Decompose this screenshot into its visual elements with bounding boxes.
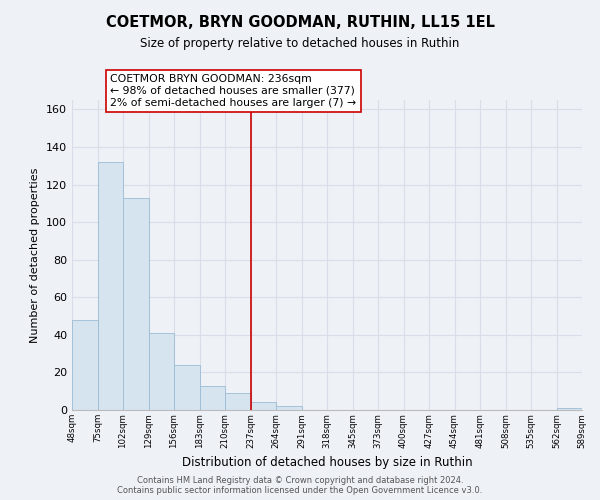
Text: COETMOR BRYN GOODMAN: 236sqm
← 98% of detached houses are smaller (377)
2% of se: COETMOR BRYN GOODMAN: 236sqm ← 98% of de… [110,74,356,108]
Bar [149,333,174,410]
Bar [557,408,582,410]
Bar [225,393,251,410]
Text: COETMOR, BRYN GOODMAN, RUTHIN, LL15 1EL: COETMOR, BRYN GOODMAN, RUTHIN, LL15 1EL [106,15,494,30]
Text: Contains HM Land Registry data © Crown copyright and database right 2024.
Contai: Contains HM Land Registry data © Crown c… [118,476,482,495]
Bar [276,406,302,410]
Y-axis label: Number of detached properties: Number of detached properties [31,168,40,342]
Bar [97,162,123,410]
Text: Size of property relative to detached houses in Ruthin: Size of property relative to detached ho… [140,38,460,51]
X-axis label: Distribution of detached houses by size in Ruthin: Distribution of detached houses by size … [182,456,472,469]
Bar [199,386,225,410]
Bar [251,402,276,410]
Bar [174,365,199,410]
Bar [123,198,149,410]
Bar [72,320,97,410]
